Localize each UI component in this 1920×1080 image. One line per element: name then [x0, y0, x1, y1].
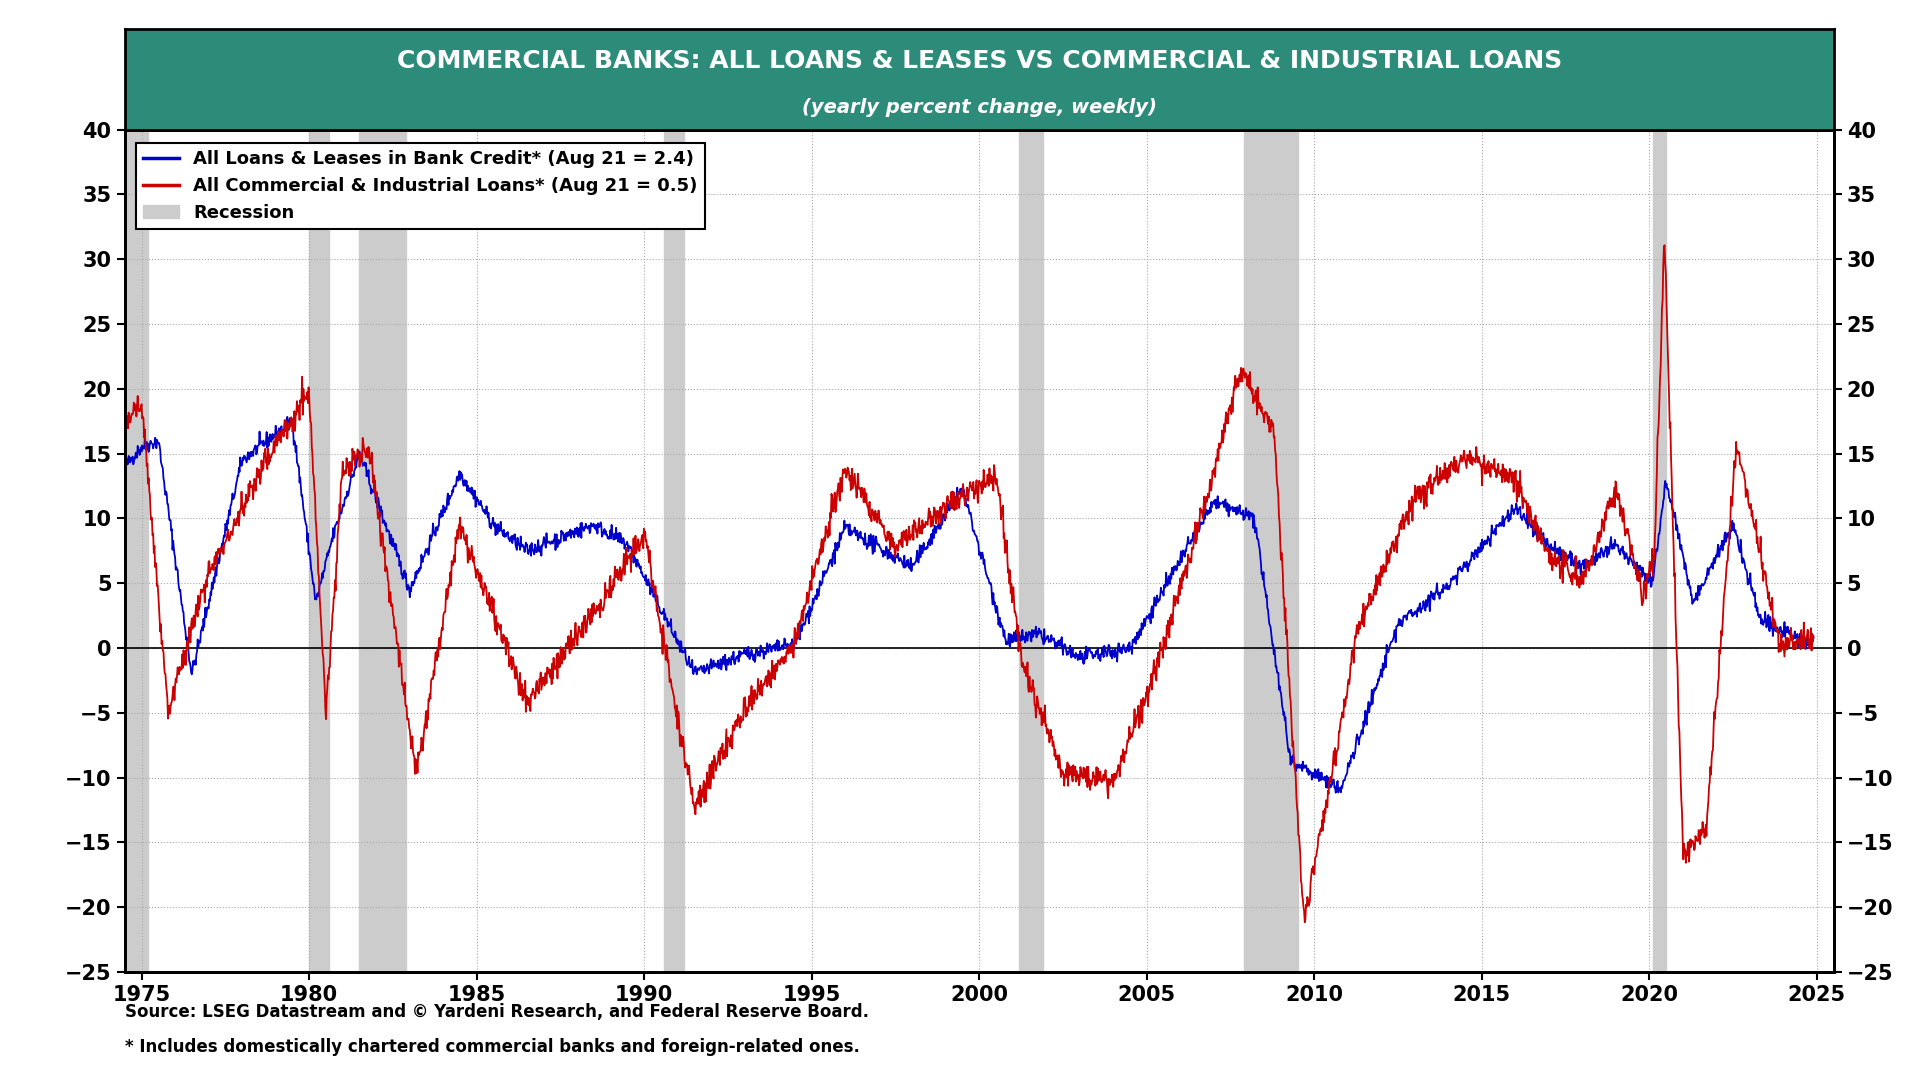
Bar — [1653, 130, 1667, 972]
Bar — [1244, 130, 1298, 972]
Bar — [106, 130, 148, 972]
Bar — [309, 130, 328, 972]
Text: Source: LSEG Datastream and © Yardeni Research, and Federal Reserve Board.: Source: LSEG Datastream and © Yardeni Re… — [125, 1002, 868, 1021]
Bar — [359, 130, 407, 972]
Legend: All Loans & Leases in Bank Credit* (Aug 21 = 2.4), All Commercial & Industrial L: All Loans & Leases in Bank Credit* (Aug … — [136, 143, 705, 229]
Text: (yearly percent change, weekly): (yearly percent change, weekly) — [803, 98, 1156, 117]
Bar — [1020, 130, 1043, 972]
Text: * Includes domestically chartered commercial banks and foreign-related ones.: * Includes domestically chartered commer… — [125, 1038, 860, 1056]
Text: COMMERCIAL BANKS: ALL LOANS & LEASES VS COMMERCIAL & INDUSTRIAL LOANS: COMMERCIAL BANKS: ALL LOANS & LEASES VS … — [397, 50, 1561, 73]
Bar — [664, 130, 684, 972]
